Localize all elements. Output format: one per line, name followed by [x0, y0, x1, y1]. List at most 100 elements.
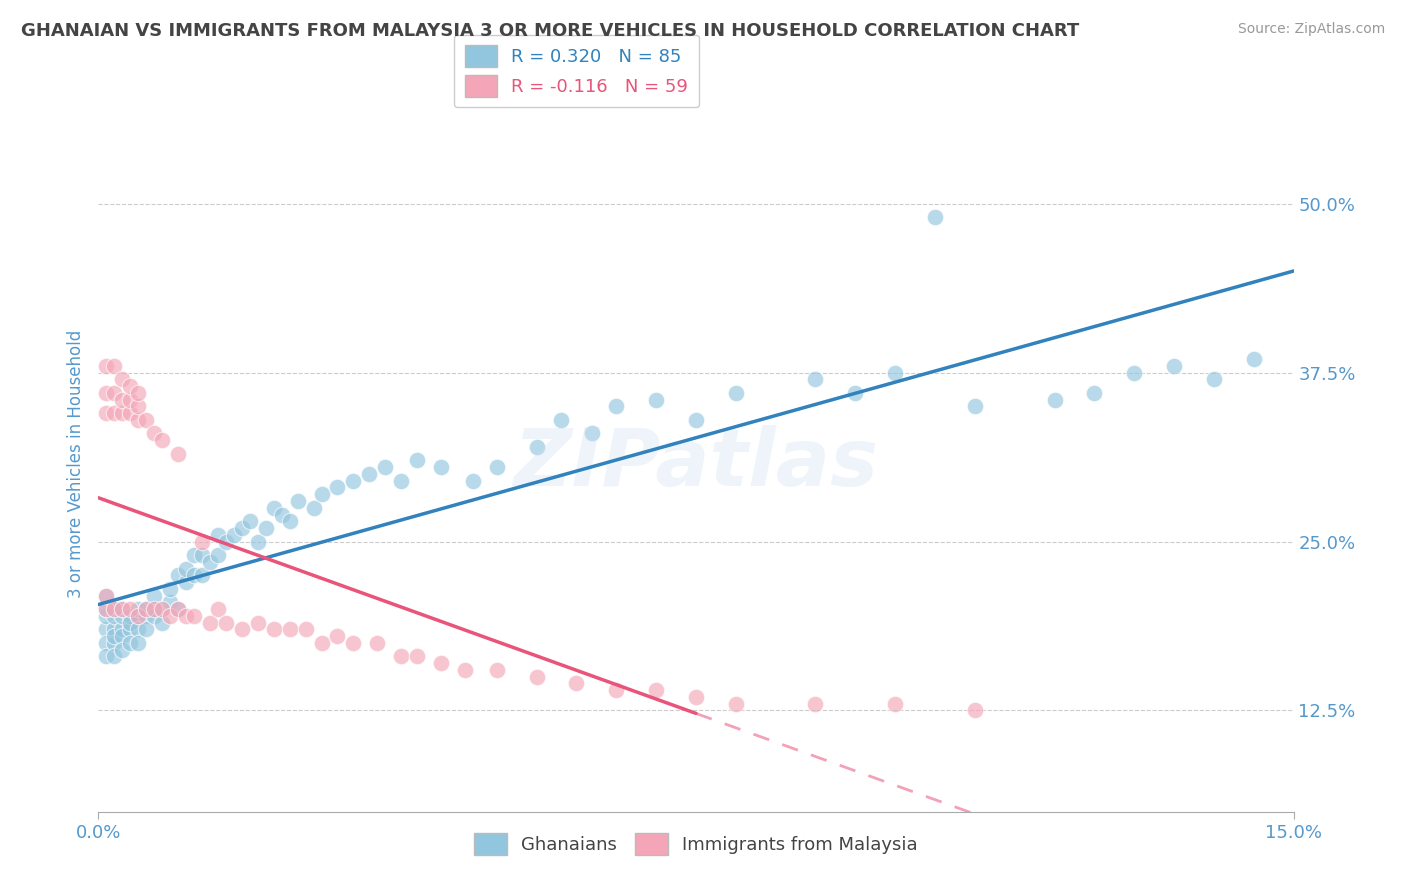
Point [111, 406, 134, 420]
Point [96, 406, 118, 420]
Point [430, 460, 453, 475]
Point [294, 623, 316, 637]
Point [103, 636, 125, 650]
Point [605, 400, 627, 414]
Point [96, 359, 118, 373]
Point [359, 467, 381, 481]
Point [287, 494, 309, 508]
Point [884, 697, 907, 711]
Point [1083, 385, 1105, 400]
Point [96, 602, 118, 616]
Point [326, 629, 349, 643]
Point [127, 602, 149, 616]
Point [645, 392, 668, 407]
Point [143, 602, 166, 616]
Point [96, 636, 118, 650]
Point [96, 589, 118, 603]
Point [159, 582, 181, 596]
Point [96, 608, 118, 623]
Point [135, 602, 157, 616]
Y-axis label: 3 or more Vehicles in Household: 3 or more Vehicles in Household [66, 330, 84, 598]
Point [461, 474, 484, 488]
Point [159, 595, 181, 609]
Point [103, 623, 125, 637]
Point [724, 385, 747, 400]
Point [804, 697, 827, 711]
Point [963, 400, 986, 414]
Point [167, 447, 190, 461]
Point [963, 703, 986, 717]
Point [270, 508, 292, 522]
Point [103, 406, 125, 420]
Point [231, 521, 253, 535]
Point [326, 481, 349, 495]
Point [1202, 372, 1225, 386]
Point [1043, 392, 1066, 407]
Point [96, 602, 118, 616]
Point [120, 602, 142, 616]
Point [150, 433, 173, 447]
Point [103, 649, 125, 664]
Point [198, 615, 221, 630]
Point [143, 602, 166, 616]
Point [485, 663, 508, 677]
Point [1163, 359, 1185, 373]
Point [150, 602, 173, 616]
Point [111, 392, 134, 407]
Point [127, 608, 149, 623]
Point [311, 487, 333, 501]
Point [111, 623, 134, 637]
Point [96, 623, 118, 637]
Point [103, 385, 125, 400]
Point [135, 413, 157, 427]
Point [111, 629, 134, 643]
Legend: Ghanaians, Immigrants from Malaysia: Ghanaians, Immigrants from Malaysia [467, 825, 925, 862]
Point [263, 623, 285, 637]
Point [120, 636, 142, 650]
Point [565, 676, 588, 690]
Point [127, 636, 149, 650]
Point [844, 385, 866, 400]
Point [222, 528, 245, 542]
Point [111, 642, 134, 657]
Point [183, 548, 205, 562]
Point [278, 514, 301, 528]
Point [239, 514, 262, 528]
Point [103, 602, 125, 616]
Point [111, 602, 134, 616]
Point [605, 683, 627, 698]
Point [111, 602, 134, 616]
Point [215, 615, 238, 630]
Point [526, 440, 548, 454]
Point [342, 636, 364, 650]
Point [103, 629, 125, 643]
Point [150, 602, 173, 616]
Point [183, 568, 205, 582]
Point [174, 608, 197, 623]
Point [127, 608, 149, 623]
Point [198, 555, 221, 569]
Point [550, 413, 572, 427]
Point [103, 608, 125, 623]
Point [120, 615, 142, 630]
Point [342, 474, 364, 488]
Text: ZIPatlas: ZIPatlas [513, 425, 879, 503]
Point [174, 561, 197, 575]
Point [884, 366, 907, 380]
Point [111, 372, 134, 386]
Point [127, 400, 149, 414]
Point [278, 623, 301, 637]
Point [485, 460, 508, 475]
Point [120, 623, 142, 637]
Point [143, 426, 166, 441]
Point [96, 649, 118, 664]
Point [645, 683, 668, 698]
Point [159, 608, 181, 623]
Point [366, 636, 388, 650]
Point [191, 548, 214, 562]
Point [135, 602, 157, 616]
Point [103, 602, 125, 616]
Point [135, 623, 157, 637]
Point [207, 548, 229, 562]
Point [302, 500, 325, 515]
